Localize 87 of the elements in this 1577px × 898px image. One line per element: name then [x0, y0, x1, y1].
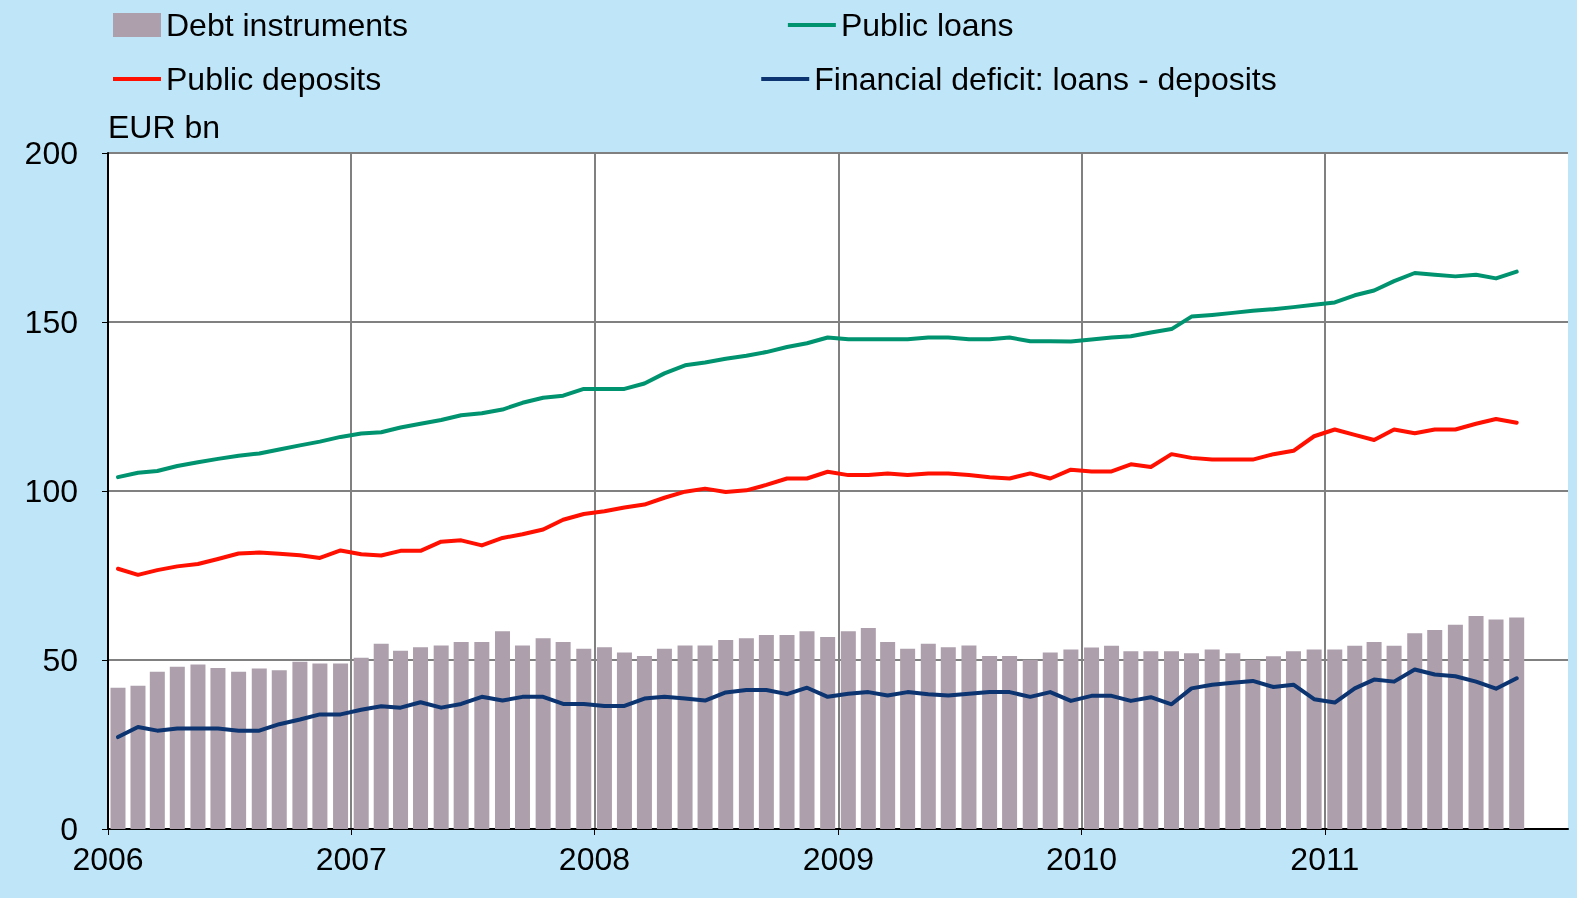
bar	[1164, 651, 1180, 829]
bar	[312, 663, 328, 829]
y-tick-label: 100	[24, 473, 78, 509]
bar	[433, 645, 449, 829]
line-series	[116, 417, 1519, 577]
legend-label: Public deposits	[166, 61, 382, 97]
bar	[1022, 659, 1038, 829]
bar	[393, 650, 409, 829]
bar	[1468, 616, 1484, 829]
bar	[1002, 655, 1018, 829]
legend-label: Financial deficit: loans - deposits	[814, 61, 1277, 97]
bar	[271, 670, 287, 829]
bar	[1347, 645, 1363, 829]
bar	[840, 631, 856, 829]
bar	[738, 638, 754, 829]
bar	[1306, 649, 1322, 829]
y-axis-title: EUR bn	[108, 109, 221, 145]
bar	[860, 627, 876, 829]
bar	[636, 655, 652, 829]
bar	[1184, 653, 1200, 829]
bar	[1327, 649, 1343, 829]
bar	[799, 631, 815, 829]
bar	[1204, 649, 1220, 829]
line-series	[116, 269, 1519, 480]
bar	[779, 634, 795, 829]
bar	[940, 647, 956, 829]
bar	[373, 643, 389, 829]
bar	[110, 687, 126, 829]
bar	[210, 668, 226, 829]
bar	[920, 643, 936, 829]
bar	[718, 640, 734, 829]
bar	[1063, 649, 1079, 829]
bar	[656, 648, 672, 829]
x-tick-label: 2007	[315, 841, 387, 877]
bar	[900, 648, 916, 829]
bar	[677, 645, 693, 829]
bar	[292, 661, 308, 829]
bar	[758, 634, 774, 829]
bar	[596, 647, 612, 829]
bar	[697, 645, 713, 829]
y-tick-label: 50	[42, 642, 78, 678]
bar	[982, 655, 998, 829]
bar	[576, 648, 592, 829]
bar	[333, 663, 349, 829]
x-tick-label: 2009	[802, 841, 874, 877]
bar	[169, 666, 185, 829]
x-tick-label: 2010	[1045, 841, 1118, 877]
bar	[474, 642, 490, 829]
bar	[1104, 645, 1120, 829]
bar	[1123, 651, 1139, 829]
bar	[1407, 633, 1423, 829]
y-tick-label: 150	[24, 304, 78, 340]
bar	[231, 671, 247, 829]
bar	[1042, 652, 1058, 829]
bar	[251, 668, 267, 829]
line-series	[116, 667, 1519, 740]
bar	[1084, 647, 1100, 829]
bar	[1225, 653, 1241, 829]
bar	[961, 645, 977, 829]
bar	[1366, 642, 1382, 829]
y-tick-label: 200	[24, 135, 78, 171]
bar	[514, 645, 530, 829]
bar	[820, 637, 836, 829]
bar	[616, 652, 632, 829]
bar	[880, 642, 896, 829]
bar	[1427, 629, 1443, 829]
bar	[353, 657, 369, 829]
bar	[1143, 651, 1159, 829]
legend-label: Public loans	[840, 7, 1014, 43]
bar	[130, 685, 146, 829]
bar	[494, 631, 510, 829]
bar	[413, 647, 429, 829]
bar	[1488, 619, 1504, 829]
bar	[1386, 645, 1402, 829]
bar	[190, 664, 206, 829]
bar	[149, 671, 165, 829]
bar	[1245, 660, 1261, 829]
bar	[1285, 651, 1301, 829]
bar	[1447, 624, 1463, 829]
bar	[535, 638, 551, 829]
x-tick-label: 2011	[1290, 841, 1360, 877]
bar	[1265, 656, 1281, 829]
x-tick-label: 2008	[558, 841, 631, 877]
legend-label: Debt instruments	[166, 7, 408, 43]
bar	[555, 642, 571, 829]
bar	[1509, 617, 1525, 829]
bar	[453, 642, 469, 829]
